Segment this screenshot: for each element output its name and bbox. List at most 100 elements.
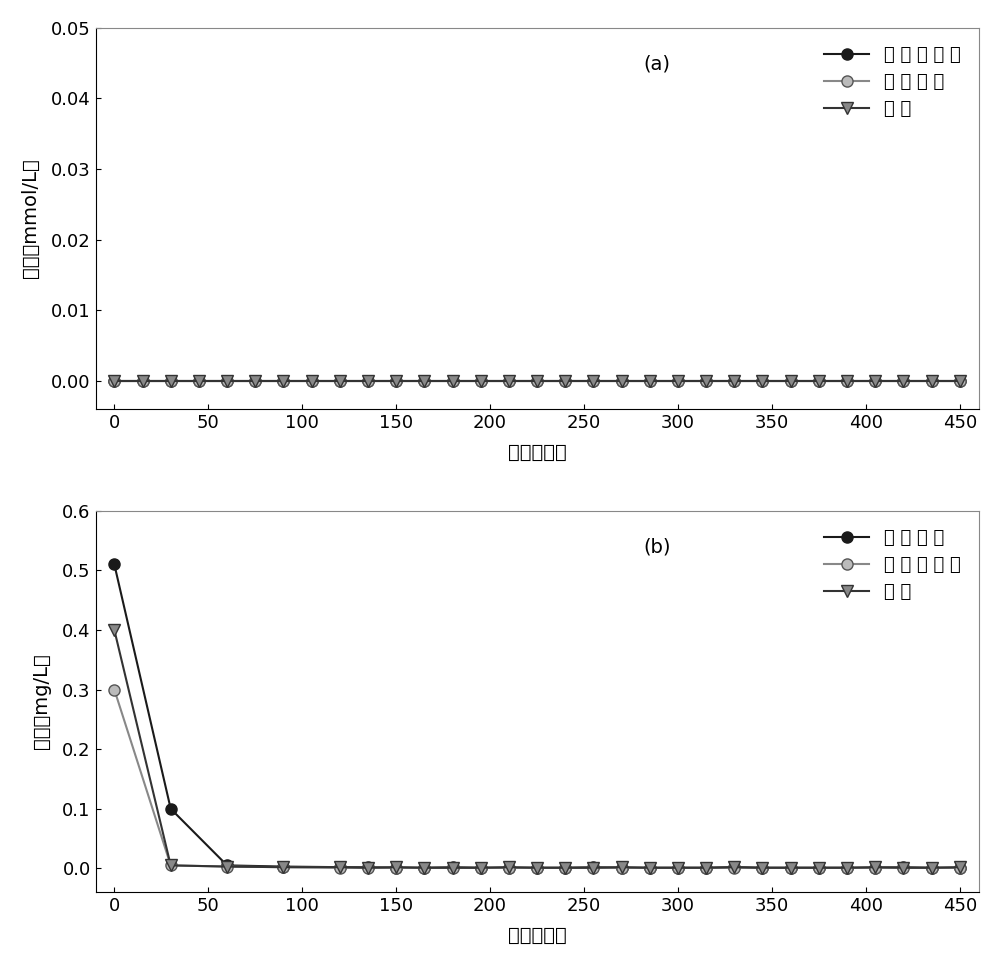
苯 胺 [390, 375, 402, 386]
苯 胺 [813, 375, 825, 386]
邻 氯 硕 基 苯 [728, 375, 740, 386]
确 酸 盐 氮 [447, 862, 459, 873]
确 酸 盐 氮 [587, 862, 599, 873]
邻 氯 苯 胺 [475, 375, 487, 386]
邻 氯 苯 胺 [193, 375, 205, 386]
苯 胺 [728, 375, 740, 386]
Line: 亚 确 酸 盐 氮: 亚 确 酸 盐 氮 [109, 684, 965, 873]
邻 氯 硕 基 苯 [559, 375, 571, 386]
确 酸 盐 氮 [277, 861, 289, 872]
氨 氮 [221, 861, 233, 872]
亚 确 酸 盐 氮 [728, 862, 740, 873]
确 酸 盐 氮 [108, 558, 120, 570]
确 酸 盐 氮 [165, 803, 177, 814]
Legend: 确 酸 盐 氮, 亚 确 酸 盐 氮, 氨 氮: 确 酸 盐 氮, 亚 确 酸 盐 氮, 氨 氮 [815, 520, 970, 610]
亚 确 酸 盐 氮 [700, 862, 712, 873]
氨 氮 [108, 624, 120, 636]
Y-axis label: 浓度（mmol/L）: 浓度（mmol/L） [21, 158, 40, 278]
邻 氯 硕 基 苯 [362, 375, 374, 386]
苯 胺 [869, 375, 881, 386]
邻 氯 苯 胺 [137, 375, 149, 386]
邻 氯 硕 基 苯 [672, 375, 684, 386]
邻 氯 苯 胺 [926, 375, 938, 386]
邻 氯 苯 胺 [418, 375, 430, 386]
邻 氯 苯 胺 [334, 375, 346, 386]
Legend: 邻 氯 硕 基 苯, 邻 氯 苯 胺, 苯 胺: 邻 氯 硕 基 苯, 邻 氯 苯 胺, 苯 胺 [815, 37, 970, 127]
苯 胺 [362, 375, 374, 386]
Y-axis label: 浓度（mg/L）: 浓度（mg/L） [32, 654, 51, 750]
邻 氯 苯 胺 [616, 375, 628, 386]
邻 氯 苯 胺 [869, 375, 881, 386]
氨 氮 [926, 862, 938, 873]
邻 氯 苯 胺 [447, 375, 459, 386]
邻 氯 硕 基 苯 [756, 375, 768, 386]
邻 氯 硕 基 苯 [531, 375, 543, 386]
确 酸 盐 氮 [756, 862, 768, 873]
邻 氯 苯 胺 [559, 375, 571, 386]
邻 氯 硕 基 苯 [813, 375, 825, 386]
确 酸 盐 氮 [334, 862, 346, 873]
邻 氯 硕 基 苯 [108, 375, 120, 386]
确 酸 盐 氮 [869, 862, 881, 873]
X-axis label: 时间（天）: 时间（天） [508, 926, 566, 945]
亚 确 酸 盐 氮 [165, 860, 177, 871]
邻 氯 苯 胺 [249, 375, 261, 386]
邻 氯 苯 胺 [841, 375, 853, 386]
亚 确 酸 盐 氮 [926, 862, 938, 873]
氨 氮 [700, 862, 712, 873]
邻 氯 硕 基 苯 [503, 375, 515, 386]
确 酸 盐 氮 [672, 862, 684, 873]
邻 氯 苯 胺 [531, 375, 543, 386]
确 酸 盐 氮 [897, 862, 909, 873]
苯 胺 [221, 375, 233, 386]
氨 氮 [869, 862, 881, 873]
确 酸 盐 氮 [926, 862, 938, 873]
苯 胺 [108, 375, 120, 386]
氨 氮 [841, 862, 853, 873]
氨 氮 [531, 862, 543, 873]
邻 氯 苯 胺 [108, 375, 120, 386]
Text: (a): (a) [643, 54, 670, 73]
氨 氮 [644, 862, 656, 873]
邻 氯 苯 胺 [700, 375, 712, 386]
邻 氯 苯 胺 [954, 375, 966, 386]
邻 氯 硕 基 苯 [841, 375, 853, 386]
亚 确 酸 盐 氮 [954, 862, 966, 873]
亚 确 酸 盐 氮 [756, 862, 768, 873]
亚 确 酸 盐 氮 [221, 861, 233, 872]
确 酸 盐 氮 [503, 862, 515, 873]
邻 氯 硕 基 苯 [897, 375, 909, 386]
苯 胺 [503, 375, 515, 386]
确 酸 盐 氮 [390, 862, 402, 873]
亚 确 酸 盐 氮 [785, 862, 797, 873]
确 酸 盐 氮 [728, 862, 740, 873]
邻 氯 苯 胺 [587, 375, 599, 386]
邻 氯 苯 胺 [813, 375, 825, 386]
邻 氯 硕 基 苯 [249, 375, 261, 386]
Line: 邻 氯 硕 基 苯: 邻 氯 硕 基 苯 [109, 376, 965, 386]
邻 氯 硕 基 苯 [221, 375, 233, 386]
苯 胺 [559, 375, 571, 386]
亚 确 酸 盐 氮 [813, 862, 825, 873]
亚 确 酸 盐 氮 [418, 862, 430, 873]
苯 胺 [644, 375, 656, 386]
邻 氯 苯 胺 [756, 375, 768, 386]
苯 胺 [700, 375, 712, 386]
亚 确 酸 盐 氮 [531, 862, 543, 873]
亚 确 酸 盐 氮 [277, 862, 289, 873]
确 酸 盐 氮 [785, 862, 797, 873]
确 酸 盐 氮 [700, 862, 712, 873]
苯 胺 [672, 375, 684, 386]
确 酸 盐 氮 [954, 862, 966, 873]
确 酸 盐 氮 [221, 860, 233, 871]
氨 氮 [813, 862, 825, 873]
苯 胺 [165, 375, 177, 386]
Line: 邻 氯 苯 胺: 邻 氯 苯 胺 [109, 376, 965, 386]
苯 胺 [616, 375, 628, 386]
Text: (b): (b) [643, 537, 671, 556]
邻 氯 硕 基 苯 [277, 375, 289, 386]
苯 胺 [418, 375, 430, 386]
邻 氯 苯 胺 [644, 375, 656, 386]
确 酸 盐 氮 [559, 862, 571, 873]
邻 氯 苯 胺 [277, 375, 289, 386]
